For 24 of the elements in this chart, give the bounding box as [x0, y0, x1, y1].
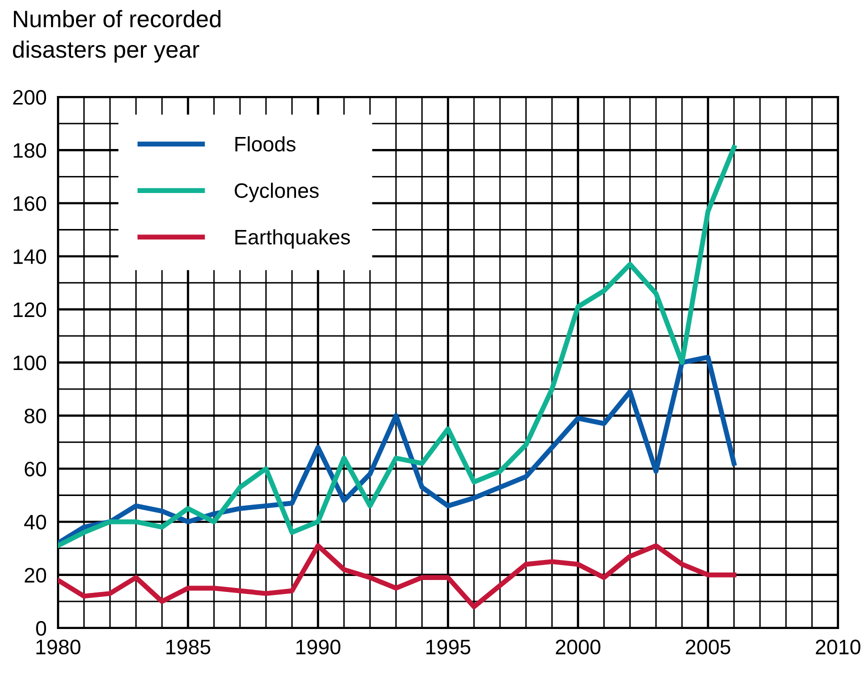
y-tick-label: 80: [24, 408, 46, 424]
y-tick-label: 200: [13, 90, 46, 105]
y-tick-label: 120: [14, 302, 46, 318]
y-tick-label: 0: [36, 621, 46, 636]
x-tick-label: 1985: [166, 640, 210, 654]
x-tick-label: 2000: [556, 640, 600, 654]
y-tick-label: 140: [14, 249, 46, 264]
x-tick-label: 1980: [36, 640, 80, 654]
line-series: [58, 354, 736, 546]
x-tick-label: 1990: [296, 640, 340, 654]
y-tick-label: 160: [14, 196, 46, 211]
y-tick-label: 180: [14, 143, 46, 158]
y-tick-label: 20: [24, 568, 46, 583]
legend-label: Cyclones: [234, 182, 319, 202]
legend-label: Earthquakes: [235, 229, 350, 249]
legend-label: Floods: [235, 136, 296, 152]
x-tick-label: 1995: [426, 640, 470, 654]
y-tick-label: 40: [24, 514, 46, 530]
y-tick-label: 60: [24, 462, 46, 476]
x-tick-label: 2005: [686, 640, 730, 654]
x-tick-label: 2010: [816, 640, 860, 654]
y-axis-title: Number of recorded disasters per year: [12, 10, 220, 63]
line-series: [58, 543, 736, 610]
y-tick-label: 100: [14, 356, 46, 370]
